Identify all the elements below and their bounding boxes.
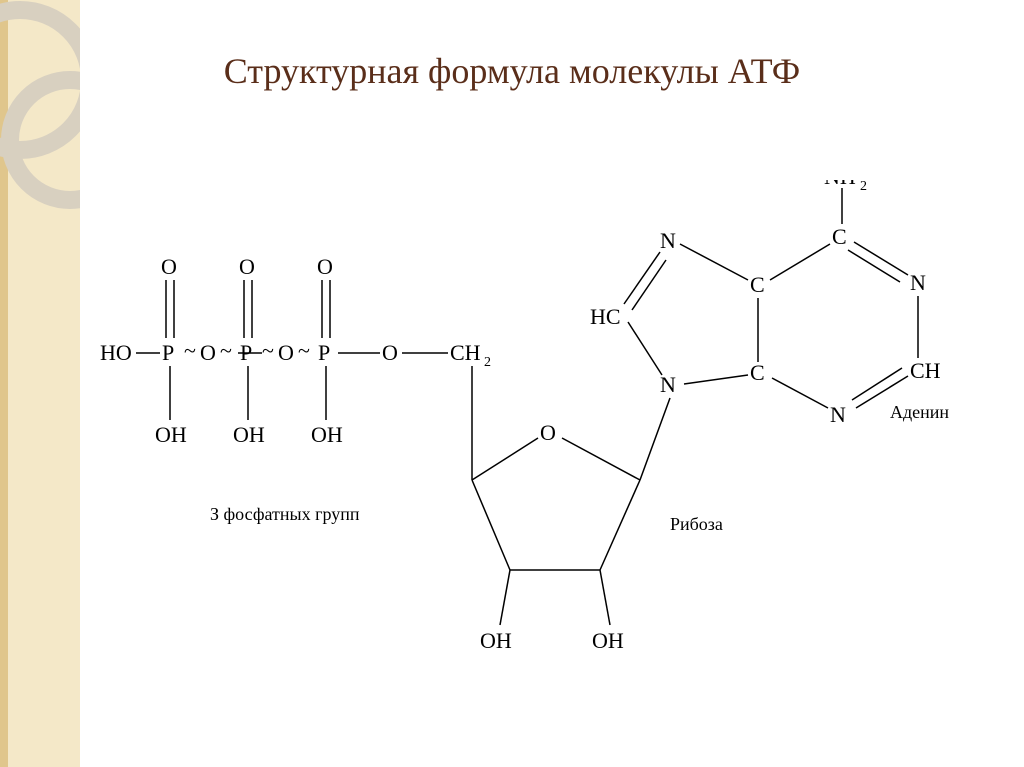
adenine-n9: N [660,372,676,397]
phosphate-caption: З фосфатных групп [210,504,360,524]
atp-structure-diagram: HO P O OH ~ O ~ P O OH ~ O ~ P O OH O CH… [100,180,980,700]
adenine-label: Аденин [890,402,949,422]
svg-text:~: ~ [220,338,232,363]
svg-text:~: ~ [184,338,196,363]
atom-o-link2: O [278,340,294,365]
ribose-oh1: OH [480,628,512,653]
atom-oh3: OH [311,422,343,447]
page-title: Структурная формула молекулы АТФ [0,50,1024,92]
ribose-label: Рибоза [670,514,723,534]
atom-ch2: CH [450,340,481,365]
atom-o-top3: O [317,254,333,279]
adenine-c6: C [832,224,847,249]
adenine-c8: HC [590,304,621,329]
atom-oh2: OH [233,422,265,447]
adenine-c2: CH [910,358,941,383]
svg-text:~: ~ [262,338,274,363]
adenine-n3: N [830,402,846,427]
svg-text:2: 2 [484,355,491,370]
adenine-c4: C [750,360,765,385]
adenine-n7: N [660,228,676,253]
atom-o-link1: O [200,340,216,365]
adenine-n1: N [910,270,926,295]
svg-text:2: 2 [860,180,867,194]
atom-ho: HO [100,340,132,365]
ribose-oh2: OH [592,628,624,653]
atom-o-top1: O [161,254,177,279]
adenine-c5: C [750,272,765,297]
atom-o-top2: O [239,254,255,279]
ribose-o: O [540,420,556,445]
atom-p3: P [318,340,330,365]
sidebar-decoration [0,0,80,767]
adenine-nh2: NH [824,180,856,189]
atom-p1: P [162,340,174,365]
svg-text:~: ~ [298,338,310,363]
atom-p2: P [240,340,252,365]
atom-oh1: OH [155,422,187,447]
atom-o-link3: O [382,340,398,365]
